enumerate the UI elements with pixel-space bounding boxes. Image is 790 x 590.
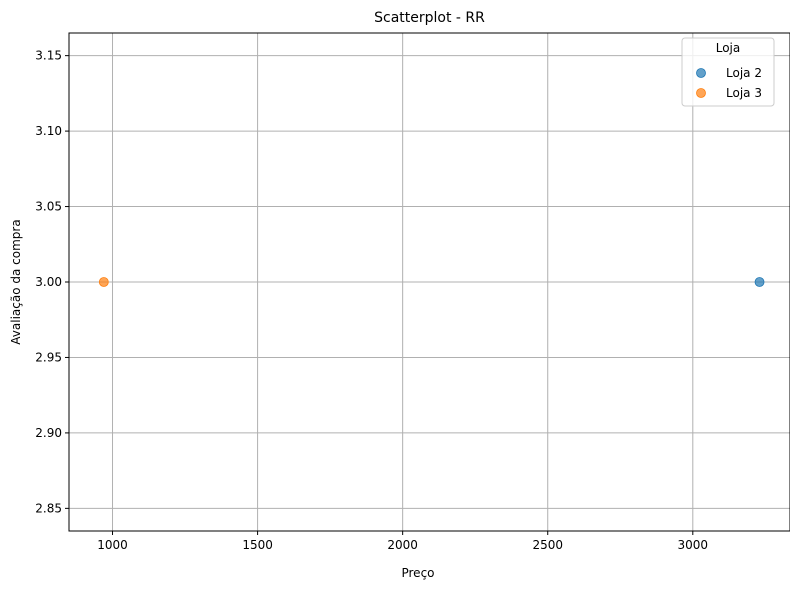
x-tick-label: 2000 — [387, 538, 418, 552]
chart-title: Scatterplot - RR — [374, 10, 485, 26]
legend-items: Loja 2 Loja 3 — [696, 66, 762, 100]
legend-box — [681, 37, 775, 107]
y-axis-ticks: 2.85 2.90 2.95 3.00 3.05 3.10 3.15 — [35, 49, 69, 515]
y-tick-label: 2.95 — [35, 350, 62, 364]
y-axis-label: Avaliação da compra — [9, 219, 23, 344]
grid-lines — [69, 33, 790, 531]
data-point — [754, 277, 765, 287]
legend: Loja Loja 2 Loja 3 — [681, 37, 775, 107]
legend-label: Loja 2 — [726, 66, 762, 80]
y-tick-label: 3.10 — [35, 124, 62, 138]
legend-title: Loja — [716, 41, 741, 55]
y-tick-label: 2.85 — [35, 501, 62, 515]
x-tick-label: 3000 — [678, 538, 709, 552]
x-axis-label: Preço — [401, 566, 434, 580]
x-tick-label: 1000 — [97, 538, 128, 552]
x-tick-label: 2500 — [532, 538, 563, 552]
y-tick-label: 3.15 — [35, 49, 62, 63]
y-tick-label: 2.90 — [35, 426, 62, 440]
x-tick-label: 1500 — [242, 538, 273, 552]
data-point — [98, 277, 109, 287]
y-tick-label: 3.05 — [35, 200, 62, 214]
legend-label: Loja 3 — [726, 86, 762, 100]
legend-marker — [696, 88, 706, 98]
data-points — [98, 277, 765, 287]
x-axis-ticks: 1000 1500 2000 2500 3000 — [97, 531, 708, 552]
y-tick-label: 3.00 — [35, 275, 62, 289]
legend-marker — [696, 68, 706, 78]
